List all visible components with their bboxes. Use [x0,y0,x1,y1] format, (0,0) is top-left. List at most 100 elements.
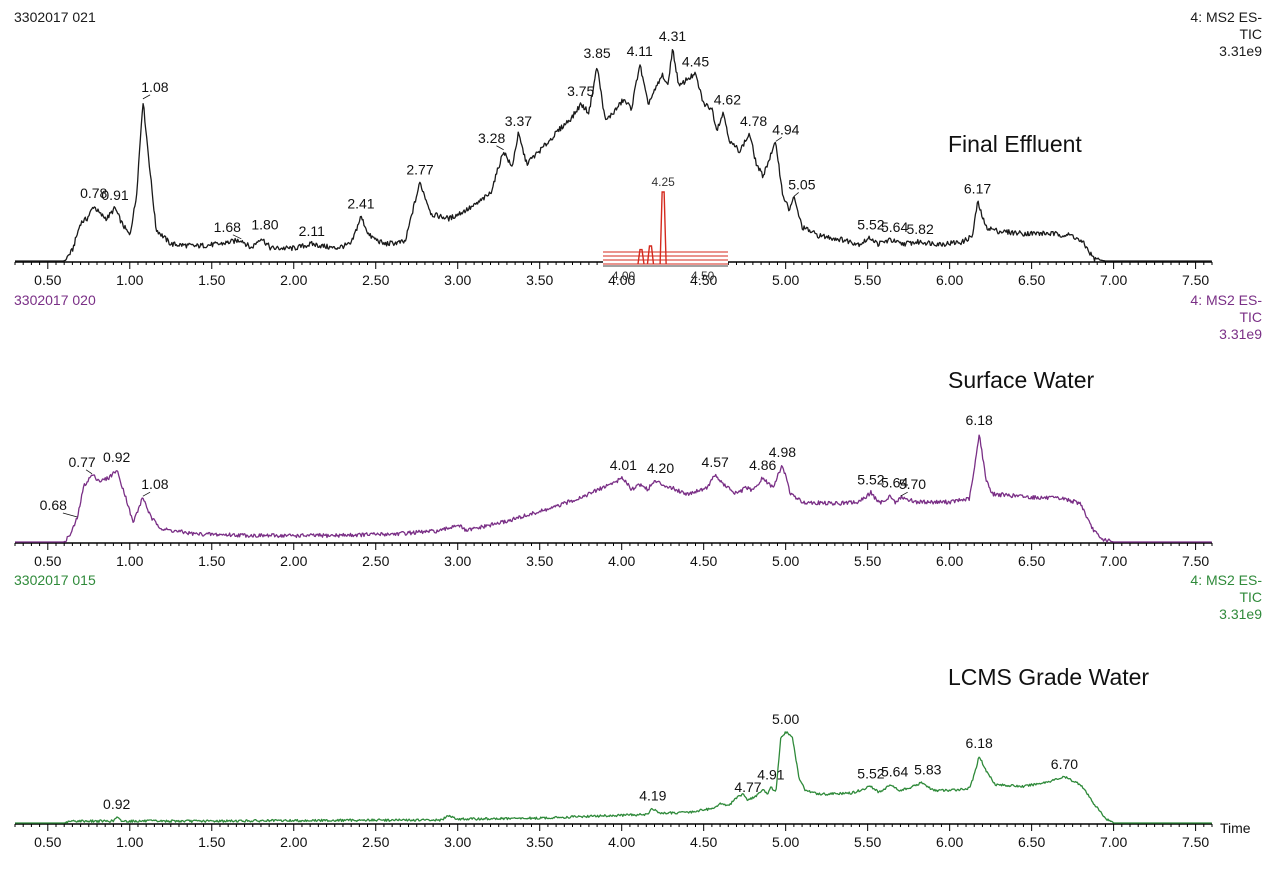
trace-header-line: 3.31e9 [1219,606,1262,622]
x-tick-label: 3.00 [444,553,471,569]
peak-label: 4.78 [740,113,767,129]
x-tick-label: 3.00 [444,834,471,850]
x-tick-label: 3.50 [526,834,553,850]
x-tick-label: 4.50 [690,553,717,569]
inset-peak [646,245,655,265]
peak-label: 5.52 [857,217,884,233]
peak-label: 4.98 [769,444,796,460]
x-tick-label: 5.50 [854,272,881,288]
peak-label-leader [775,136,783,142]
tic-trace [15,48,1212,262]
trace-header-line: 3.31e9 [1219,43,1262,59]
peak-label: 5.05 [788,176,815,192]
peak-label-leader [232,234,242,240]
sample-title: Surface Water [948,367,1094,393]
peak-label: 2.77 [406,162,433,178]
x-tick-label: 1.50 [198,834,225,850]
peak-label-leader [142,94,151,100]
x-tick-label: 1.50 [198,272,225,288]
trace-header-line: TIC [1239,589,1262,605]
x-tick-label: 7.50 [1182,553,1209,569]
x-tick-label: 7.50 [1182,834,1209,850]
x-tick-label: 6.00 [936,834,963,850]
peak-label: 5.52 [857,471,884,487]
peak-label: 4.62 [714,92,741,108]
peak-label: 6.70 [1051,756,1078,772]
peak-label: 4.77 [734,779,761,795]
inset-peak [659,191,667,265]
peak-label: 1.68 [214,219,241,235]
x-tick-label: 7.00 [1100,834,1127,850]
peak-label: 4.19 [639,788,666,804]
peak-label: 3.37 [505,113,532,129]
peak-label: 4.86 [749,457,776,473]
x-tick-label: 5.00 [772,553,799,569]
peak-label: 6.18 [966,735,993,751]
run-id: 3302017 020 [14,292,96,308]
peak-label: 0.68 [40,497,67,513]
x-tick-label: 1.00 [116,272,143,288]
x-tick-label: 7.00 [1100,553,1127,569]
peak-label: 5.00 [772,711,799,727]
x-tick-label: 6.50 [1018,553,1045,569]
x-tick-label: 5.50 [854,834,881,850]
peak-label: 5.83 [914,762,941,778]
peak-label-leader [142,491,151,497]
x-tick-label: 3.00 [444,272,471,288]
x-tick-label: 5.00 [772,834,799,850]
x-tick-label: 5.50 [854,553,881,569]
x-tick-label: 6.00 [936,553,963,569]
x-tick-label: 2.50 [362,272,389,288]
x-tick-label: 6.00 [936,272,963,288]
trace-header-line: 3.31e9 [1219,326,1262,342]
inset-peak-label: 4.25 [651,175,675,189]
x-tick-label: 3.50 [526,272,553,288]
run-id: 3302017 015 [14,572,96,588]
x-tick-label: 2.00 [280,834,307,850]
peak-label: 0.92 [103,796,130,812]
x-axis-label: Time [1220,820,1251,836]
peak-label: 2.11 [299,223,325,239]
peak-label: 4.31 [659,28,686,44]
x-tick-label: 2.50 [362,834,389,850]
x-tick-label: 1.00 [116,553,143,569]
x-tick-label: 2.00 [280,272,307,288]
trace-header-line: 4: MS2 ES- [1190,9,1262,25]
peak-label: 0.78 [80,185,107,201]
peak-label: 3.75 [567,83,594,99]
x-tick-label: 3.50 [526,553,553,569]
peak-label: 6.17 [964,181,991,197]
peak-label: 4.01 [610,457,637,473]
peak-label: 5.64 [881,764,908,780]
peak-label-leader [793,192,799,197]
x-tick-label: 0.50 [34,553,61,569]
trace-header-line: TIC [1239,309,1262,325]
x-tick-label: 0.50 [34,272,61,288]
x-tick-label: 4.50 [690,272,717,288]
peak-label: 1.08 [141,476,168,492]
peak-label: 5.64 [881,475,908,491]
peak-label-leader [62,512,78,518]
x-tick-label: 6.50 [1018,272,1045,288]
tic-trace [15,731,1212,824]
peak-label-leader [496,145,504,151]
x-tick-label: 7.50 [1182,272,1209,288]
sample-title: LCMS Grade Water [948,664,1149,690]
peak-label: 0.91 [101,187,128,203]
peak-label: 4.91 [757,766,784,782]
peak-label: 5.82 [907,221,934,237]
trace-header-line: TIC [1239,26,1262,42]
tic-trace [15,434,1212,543]
peak-label: 0.92 [103,449,130,465]
x-tick-label: 2.00 [280,553,307,569]
peak-label-leader [85,469,93,475]
run-id: 3302017 021 [14,9,96,25]
x-tick-label: 4.00 [608,553,635,569]
peak-label: 4.11 [627,43,653,59]
peak-label: 1.80 [251,217,278,233]
inset-peak [637,248,645,265]
x-tick-label: 7.00 [1100,272,1127,288]
peak-label-leader [900,491,908,497]
